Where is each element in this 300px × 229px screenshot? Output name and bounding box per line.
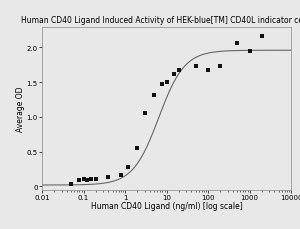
Point: [152, 94, 156, 98]
Point: [177, 69, 182, 73]
Point: [69, 183, 74, 186]
Y-axis label: Average OD: Average OD: [16, 86, 25, 131]
Point: [135, 146, 140, 150]
Point: [235, 42, 239, 46]
Point: [77, 179, 82, 182]
Point: [126, 165, 131, 169]
Point: [81, 178, 86, 182]
Point: [171, 73, 176, 76]
Point: [84, 179, 89, 182]
Point: [106, 176, 111, 180]
X-axis label: Human CD40 Ligand (ng/ml) [log scale]: Human CD40 Ligand (ng/ml) [log scale]: [91, 202, 242, 210]
Point: [193, 65, 198, 69]
Point: [218, 64, 223, 68]
Title: Human CD40 Ligand Induced Activity of HEK-blue[TM] CD40L indicator cells: Human CD40 Ligand Induced Activity of HE…: [21, 16, 300, 25]
Point: [94, 178, 98, 182]
Point: [142, 112, 147, 115]
Point: [164, 81, 169, 85]
Point: [88, 177, 93, 181]
Point: [260, 35, 264, 38]
Point: [247, 50, 252, 54]
Point: [206, 68, 210, 72]
Point: [118, 173, 123, 177]
Point: [160, 83, 165, 87]
